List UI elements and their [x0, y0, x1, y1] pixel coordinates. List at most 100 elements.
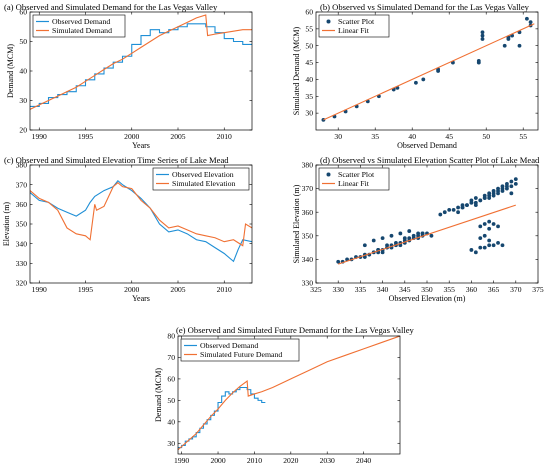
axes-box: [315, 11, 539, 131]
x-axis-label: Years: [132, 141, 150, 150]
series-line-1: [178, 336, 400, 451]
y-tick-label: 350: [302, 231, 314, 240]
x-tick-label: 45: [445, 132, 453, 141]
y-tick-label: 50: [167, 396, 175, 405]
x-tick-label: 325: [310, 285, 322, 294]
scatter-point: [469, 248, 474, 252]
legend-label: Linear Fit: [338, 26, 370, 35]
legend-label: Observed Elevation: [172, 170, 234, 179]
chart-title: (a) Observed and Simulated Demand for th…: [4, 2, 218, 12]
chart-a: (a) Observed and Simulated Demand for th…: [4, 2, 253, 150]
y-tick-label: 40: [305, 75, 313, 84]
scatter-point: [411, 233, 416, 238]
y-tick-label: 50: [19, 37, 27, 46]
scatter-point: [385, 243, 389, 248]
y-axis-label: Simulated Elevation (m): [292, 184, 301, 263]
scatter-point: [487, 243, 492, 248]
scatter-point: [478, 236, 483, 241]
scatter-point: [491, 189, 496, 193]
scatter-point: [380, 250, 385, 255]
x-axis-label: Observed Demand: [397, 141, 457, 150]
y-tick-label: 30: [19, 96, 27, 105]
x-tick-label: 2005: [170, 285, 185, 294]
scatter-point: [476, 58, 481, 63]
chart-title: (c) Observed and Simulated Elevation Tim…: [4, 155, 229, 165]
x-tick-label: 2040: [356, 456, 371, 465]
scatter-point: [513, 177, 518, 182]
x-tick-label: 50: [482, 132, 490, 141]
scatter-point: [442, 210, 447, 215]
legend-swatch: [326, 19, 331, 24]
x-tick-label: 335: [355, 285, 367, 294]
scatter-point: [496, 186, 500, 191]
y-tick-label: 20: [19, 126, 27, 135]
x-tick-label: 2010: [247, 456, 262, 465]
scatter-point: [487, 219, 492, 224]
plot-area: [336, 177, 518, 265]
x-axis-label: Years: [132, 294, 150, 303]
legend-label: Linear Fit: [338, 179, 370, 188]
series-line-0: [30, 23, 252, 107]
plot-area: [321, 16, 535, 122]
y-tick-label: 380: [16, 161, 28, 170]
y-tick-label: 35: [305, 92, 313, 101]
x-tick-label: 2000: [124, 285, 139, 294]
scatter-point: [416, 231, 421, 236]
chart-c: (c) Observed and Simulated Elevation Tim…: [2, 155, 253, 303]
scatter-point: [513, 181, 518, 186]
x-tick-label: 1995: [78, 285, 93, 294]
scatter-point: [482, 233, 487, 238]
series-line-1: [30, 181, 252, 247]
x-tick-label: 2010: [217, 285, 232, 294]
scatter-point: [465, 203, 469, 208]
scatter-point: [456, 205, 460, 210]
legend-box: [318, 167, 390, 191]
scatter-point: [505, 181, 509, 186]
scatter-point: [447, 207, 452, 212]
chart-title: (d) Observed vs Simulated Elevation Scat…: [320, 155, 540, 165]
linear-fit-line: [323, 23, 535, 121]
y-tick-label: 380: [302, 161, 314, 170]
x-tick-label: 1990: [174, 456, 189, 465]
scatter-point: [525, 16, 529, 21]
scatter-point: [480, 33, 485, 38]
y-axis-label: Elevation (m): [2, 202, 11, 247]
chart-b: (b) Observed vs Simulated Demand for the…: [292, 2, 539, 150]
y-tick-label: 60: [19, 8, 27, 17]
y-axis-label: Simulated Demand (MCM): [292, 26, 301, 115]
legend-label: Simulated Demand: [52, 26, 112, 35]
scatter-point: [362, 243, 367, 248]
scatter-point: [500, 189, 505, 193]
x-tick-label: 40: [408, 132, 416, 141]
scatter-point: [487, 196, 492, 200]
plot-area: [30, 14, 252, 110]
x-tick-label: 55: [519, 132, 527, 141]
scatter-point: [491, 243, 496, 248]
x-tick-label: 1990: [32, 285, 47, 294]
legend-swatch: [326, 172, 331, 177]
scatter-point: [482, 245, 487, 250]
scatter-point: [517, 43, 522, 48]
x-tick-label: 350: [421, 285, 433, 294]
scatter-point: [371, 238, 376, 243]
chart-e: (e) Observed and Simulated Future Demand…: [154, 325, 415, 466]
scatter-point: [398, 231, 403, 236]
y-axis-label: Demand (MCM): [154, 368, 163, 422]
series-line-1: [30, 14, 252, 110]
y-tick-label: 40: [19, 67, 27, 76]
x-tick-label: 30: [334, 132, 342, 141]
scatter-point: [500, 243, 505, 248]
scatter-point: [451, 207, 456, 212]
scatter-point: [429, 233, 434, 238]
x-tick-label: 2010: [217, 132, 232, 141]
x-tick-label: 35: [371, 132, 379, 141]
legend-label: Scatter Plot: [338, 170, 375, 179]
scatter-point: [414, 80, 418, 85]
scatter-point: [478, 245, 483, 250]
x-tick-label: 360: [466, 285, 478, 294]
x-tick-label: 1995: [78, 132, 93, 141]
x-tick-label: 340: [377, 285, 389, 294]
